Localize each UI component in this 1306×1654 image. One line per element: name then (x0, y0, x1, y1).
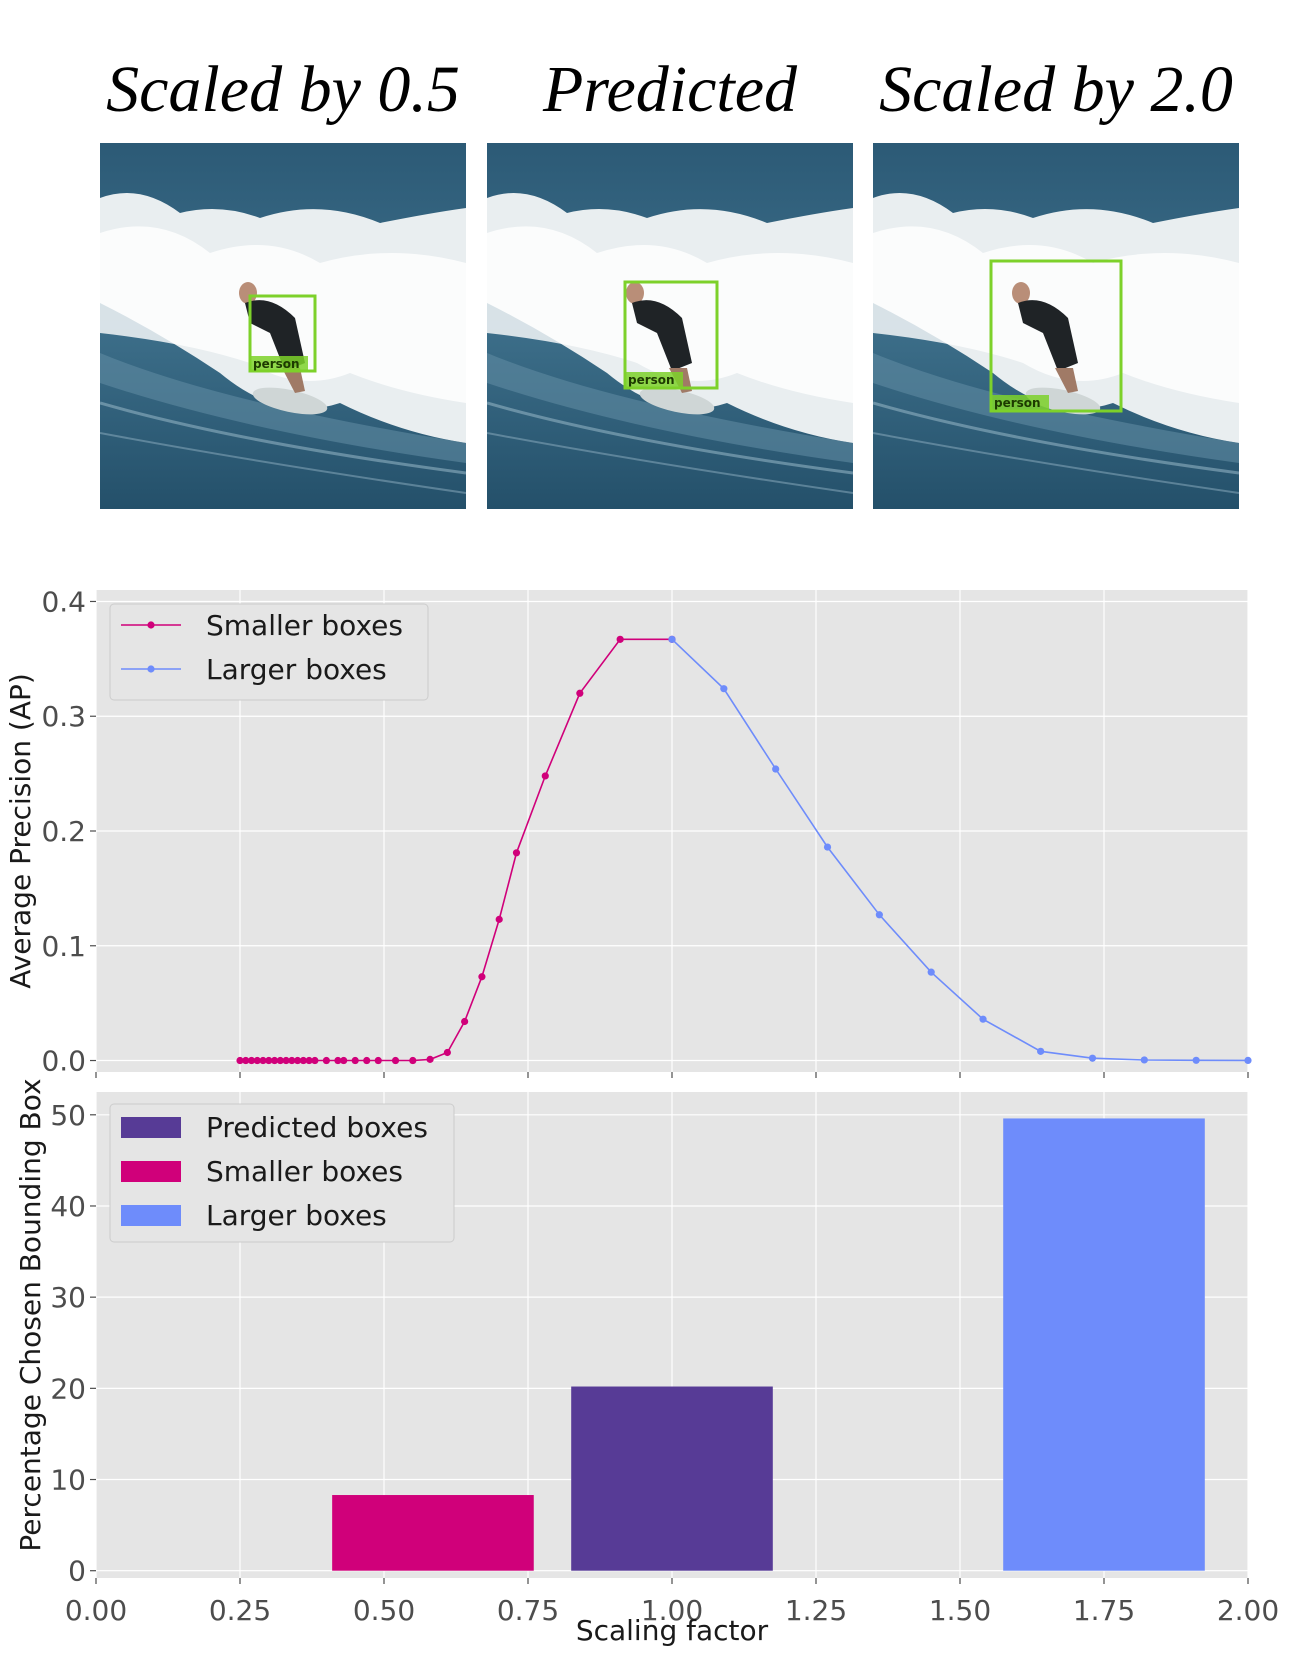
y-axis-label-ap: Average Precision (AP) (4, 673, 37, 989)
x-tick-label: 1.50 (929, 1594, 991, 1627)
legend-label: Predicted boxes (206, 1111, 428, 1144)
data-point (1088, 1054, 1097, 1062)
y-tick-label: 0.0 (41, 1045, 86, 1078)
panel-title-scaled-0-5: Scaled by 0.5 (106, 53, 460, 126)
y-tick-label: 10 (50, 1464, 86, 1497)
data-point (374, 1056, 382, 1065)
data-point (541, 772, 549, 780)
data-point (512, 849, 521, 857)
data-point (340, 1056, 348, 1065)
legend-label: Larger boxes (206, 653, 387, 686)
data-point (616, 635, 624, 643)
x-axis-label: Scaling factor (576, 1614, 769, 1647)
box-label: person (253, 357, 300, 371)
y-tick-label: 0.1 (41, 930, 86, 963)
y-tick-label: 50 (50, 1099, 86, 1132)
data-point (823, 843, 832, 851)
data-point (299, 1056, 307, 1065)
data-point (311, 1056, 319, 1065)
legend-marker (147, 665, 155, 673)
surfer-image-scaled-2-0: person (873, 143, 1239, 509)
data-point (1140, 1056, 1148, 1064)
data-point (247, 1056, 256, 1065)
data-point (351, 1056, 359, 1065)
data-point (294, 1056, 302, 1065)
data-point (443, 1048, 451, 1057)
data-point (576, 689, 584, 697)
y-axis-label-percentage: Percentage Chosen Bounding Box (14, 1078, 47, 1551)
x-tick-label: 0.25 (209, 1594, 271, 1627)
y-tick-label: 40 (50, 1190, 86, 1223)
legend-label: Smaller boxes (206, 1155, 403, 1188)
surfer-image-scaled-0-5: person (100, 143, 466, 509)
legend-box (109, 603, 429, 701)
data-point (1192, 1056, 1200, 1064)
bar (571, 1386, 773, 1571)
data-point (720, 685, 728, 693)
bar (1003, 1118, 1205, 1571)
legend-percentage (109, 1103, 455, 1243)
legend-swatch (121, 1205, 181, 1226)
box-label: person (628, 373, 675, 387)
y-tick-label: 0.3 (41, 700, 86, 733)
data-point (363, 1056, 371, 1065)
data-point (265, 1056, 273, 1065)
x-tick-label: 1.00 (641, 1594, 703, 1627)
data-point (305, 1056, 313, 1065)
data-point (426, 1055, 434, 1063)
x-tick-label: 1.75 (1073, 1594, 1135, 1627)
data-point (288, 1056, 296, 1065)
y-tick-label: 20 (50, 1372, 86, 1405)
data-point (1037, 1047, 1045, 1055)
y-tick-label: 0.2 (41, 815, 86, 848)
y-tick-label: 0.4 (41, 585, 86, 618)
data-point (1244, 1056, 1252, 1065)
data-point (282, 1056, 290, 1065)
data-point (495, 915, 503, 923)
bar (332, 1495, 534, 1571)
x-tick-label: 0.75 (497, 1594, 559, 1627)
data-point (276, 1056, 284, 1065)
legend-swatch (121, 1161, 181, 1182)
legend-marker (147, 621, 155, 629)
legend-box (109, 1103, 455, 1243)
series-line (671, 638, 1249, 1062)
panel-title-predicted: Predicted (542, 53, 798, 126)
data-point (270, 1056, 279, 1065)
data-point (253, 1056, 261, 1065)
x-tick-label: 0.00 (65, 1594, 127, 1627)
data-point (875, 911, 883, 919)
data-point (772, 765, 780, 773)
x-tick-label: 2.00 (1217, 1594, 1279, 1627)
surfer-image-predicted: person (487, 143, 853, 509)
y-tick-label: 30 (50, 1281, 86, 1314)
data-point (461, 1017, 469, 1026)
panel-title-scaled-2-0: Scaled by 2.0 (879, 53, 1233, 126)
data-point (391, 1056, 400, 1065)
legend-label: Larger boxes (206, 1199, 387, 1232)
legend-ap (109, 603, 429, 701)
legend-swatch (121, 1117, 181, 1138)
data-point (409, 1056, 417, 1065)
data-point (242, 1056, 250, 1065)
legend-label: Smaller boxes (206, 609, 403, 642)
data-point (259, 1056, 267, 1065)
data-point (478, 973, 486, 981)
data-point (927, 968, 935, 976)
x-tick-label: 1.25 (785, 1594, 847, 1627)
data-point (322, 1056, 330, 1065)
box-label: person (994, 396, 1041, 410)
data-point (979, 1015, 987, 1023)
data-point (236, 1056, 244, 1065)
x-tick-label: 0.50 (353, 1594, 415, 1627)
data-point (334, 1056, 342, 1065)
data-point (668, 635, 676, 643)
y-tick-label: 0 (68, 1555, 86, 1588)
